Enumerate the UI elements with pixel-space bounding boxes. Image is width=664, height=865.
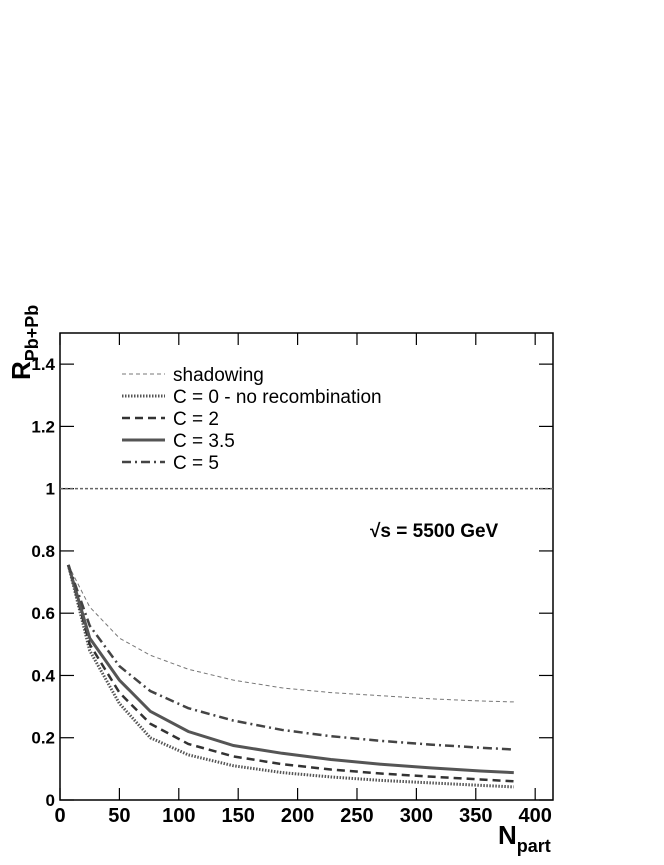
y-label-main: R bbox=[6, 361, 36, 380]
x-tick-label: 0 bbox=[54, 805, 65, 827]
series-line bbox=[67, 564, 514, 751]
x-tick-label: 200 bbox=[281, 805, 314, 827]
frame bbox=[59, 332, 554, 801]
y-tick-label: 0.2 bbox=[31, 729, 55, 748]
y-tick-label: 0.6 bbox=[31, 604, 55, 623]
x-axis-title: Npart bbox=[498, 820, 551, 856]
y-label-sub: Pb+Pb bbox=[22, 305, 42, 362]
series-line bbox=[67, 564, 514, 703]
x-tick-label: 150 bbox=[222, 805, 255, 827]
x-label-main: N bbox=[498, 820, 517, 850]
y-axis-title: RPb+Pb bbox=[6, 305, 42, 380]
y-tick-label: 1.4 bbox=[31, 355, 55, 374]
x-tick-label: 300 bbox=[400, 805, 433, 827]
x-tick-label: 250 bbox=[340, 805, 373, 827]
legend-label: C = 2 bbox=[173, 409, 219, 430]
y-tick-label: 0 bbox=[46, 791, 55, 810]
legend-label: C = 3.5 bbox=[173, 431, 235, 452]
x-label-sub: part bbox=[517, 836, 551, 856]
x-tick-label: 400 bbox=[518, 805, 551, 827]
x-tick-label: 50 bbox=[108, 805, 130, 827]
y-tick-label: 0.4 bbox=[31, 666, 55, 685]
y-tick-label: 1 bbox=[46, 480, 55, 499]
legend-label: shadowing bbox=[173, 365, 264, 386]
legend-label: C = 0 - no recombination bbox=[173, 387, 382, 408]
x-tick-label: 100 bbox=[162, 805, 195, 827]
legend-label: C = 5 bbox=[173, 453, 219, 474]
y-tick-label: 0.8 bbox=[31, 542, 55, 561]
annotation: √s = 5500 GeV bbox=[370, 521, 499, 542]
y-tick-label: 1.2 bbox=[31, 417, 55, 436]
series-line bbox=[66, 564, 514, 789]
series-line bbox=[67, 564, 514, 783]
series-line bbox=[66, 564, 514, 775]
x-tick-label: 350 bbox=[459, 805, 492, 827]
